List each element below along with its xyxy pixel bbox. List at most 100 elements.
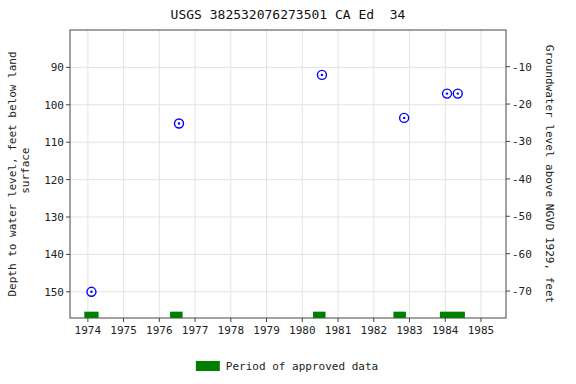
y-tick-label: 120 [44, 174, 64, 187]
grid-line-y [70, 104, 506, 105]
point [317, 70, 326, 79]
grid-line-x [373, 30, 374, 318]
y-tick-label: 110 [44, 136, 64, 149]
x-tick [230, 318, 231, 322]
plot-frame [70, 30, 506, 318]
y-tick-label: 90 [51, 61, 64, 74]
y-tick [66, 254, 70, 255]
x-tick-label: 1982 [361, 324, 388, 337]
legend: Period of approved data [196, 360, 378, 373]
y2-tick-label: -70 [512, 285, 532, 298]
x-tick-label: 1985 [468, 324, 495, 337]
y2-tick [506, 216, 510, 217]
y2-tick-label: -10 [512, 61, 532, 74]
x-tick [480, 318, 481, 322]
approved-period [170, 312, 183, 318]
background [0, 0, 576, 384]
y-axis-label: Depth to water level, feet below land su… [6, 51, 32, 296]
x-tick-label: 1981 [325, 324, 352, 337]
grid-line-y [70, 142, 506, 143]
grid-line-x [302, 30, 303, 318]
y-tick-label: 140 [44, 248, 64, 261]
grid-line-y [70, 254, 506, 255]
y-axis: 90 100 110 120 130 140 150 [44, 61, 70, 298]
x-tick-label: 1983 [396, 324, 423, 337]
grid-line-x [87, 30, 88, 318]
y-tick [66, 104, 70, 105]
y2-tick-label: -60 [512, 248, 532, 261]
x-tick-label: 1984 [432, 324, 459, 337]
approved-period [393, 312, 406, 318]
grid-line-y [70, 67, 506, 68]
y-tick-label: 100 [44, 99, 64, 112]
grid-line-x [123, 30, 124, 318]
grid-line-y [70, 217, 506, 218]
x-tick [195, 318, 196, 322]
x-tick-label: 1976 [146, 324, 173, 337]
grid-line-y [70, 179, 506, 180]
grid-line-x [230, 30, 231, 318]
grid-line-x [266, 30, 267, 318]
y2-tick-label: -20 [512, 98, 532, 111]
point-center [321, 74, 323, 76]
y2-axis-label: Groundwater level above NGVD 1929, feet [543, 45, 556, 303]
x-tick-label: 1980 [289, 324, 316, 337]
y-tick [66, 142, 70, 143]
point-ring [87, 287, 96, 296]
x-tick [266, 318, 267, 322]
x-axis: 1974197519761977197819791980198119821983… [75, 318, 495, 337]
y2-tick [506, 104, 510, 105]
grid-line-y [70, 291, 506, 292]
point-center [178, 122, 180, 124]
point [443, 89, 452, 98]
y2-tick [506, 178, 510, 179]
legend-label: Period of approved data [226, 360, 378, 373]
x-tick [302, 318, 303, 322]
point-center [90, 291, 92, 293]
point [87, 287, 96, 296]
point-ring [453, 89, 462, 98]
grid-line-x [480, 30, 481, 318]
y2-tick [506, 253, 510, 254]
point [453, 89, 462, 98]
data-area [84, 70, 465, 318]
x-tick [338, 318, 339, 322]
point-center [446, 92, 448, 94]
point-ring [443, 89, 452, 98]
x-tick-label: 1974 [75, 324, 102, 337]
x-tick-label: 1975 [110, 324, 137, 337]
approved-period [84, 312, 98, 318]
y2-tick [506, 141, 510, 142]
x-tick-label: 1978 [218, 324, 245, 337]
x-tick [445, 318, 446, 322]
chart: 1974197519761977197819791980198119821983… [0, 0, 576, 384]
y2-axis: -10-20-30-40-50-60-70 [506, 61, 532, 298]
point-ring [317, 70, 326, 79]
y-tick [66, 217, 70, 218]
y2-tick [506, 291, 510, 292]
title: USGS 382532076273501 CA Ed 34 [171, 7, 406, 22]
y2-tick [506, 66, 510, 67]
y-tick-label: 130 [44, 211, 64, 224]
point [175, 119, 184, 128]
x-tick [373, 318, 374, 322]
point-ring [400, 113, 409, 122]
y-tick [66, 67, 70, 68]
y-tick-label: 150 [44, 286, 64, 299]
y2-tick-label: -40 [512, 173, 532, 186]
x-tick [123, 318, 124, 322]
x-tick [87, 318, 88, 322]
grid-line-x [159, 30, 160, 318]
y2-tick-label: -50 [512, 210, 532, 223]
grid-line-x [409, 30, 410, 318]
x-tick [159, 318, 160, 322]
y-axis-label-line: surface [19, 148, 32, 201]
point-center [403, 117, 405, 119]
legend-swatch [196, 361, 220, 371]
point-center [457, 92, 459, 94]
point-ring [175, 119, 184, 128]
x-tick [409, 318, 410, 322]
x-tick-label: 1979 [253, 324, 280, 337]
grid-line-x [445, 30, 446, 318]
approved-period [313, 312, 326, 318]
